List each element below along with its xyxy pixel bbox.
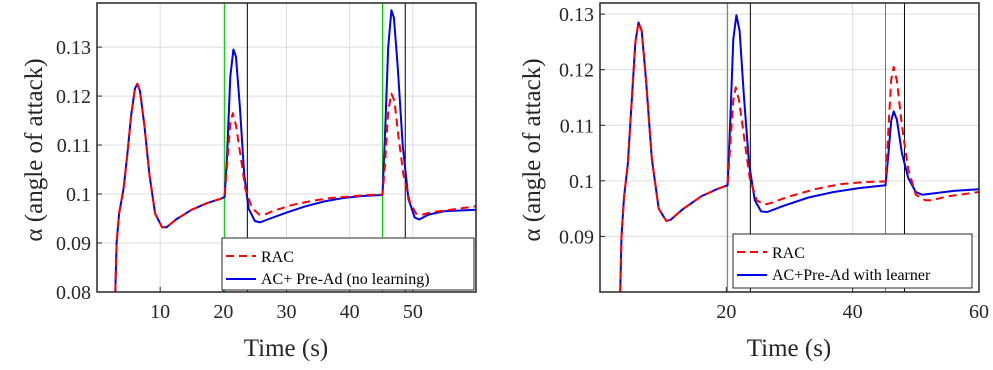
left-legend-label-rac: RAC: [261, 249, 294, 266]
right-y-tick-label: 0.12: [559, 60, 594, 82]
right-legend-label-ac: AC+Pre-Ad with learner: [772, 267, 931, 284]
left-y-ticks: 0.08 0.09 0.1 0.11 0.12 0.13: [56, 37, 102, 304]
left-legend-label-ac: AC+ Pre-Ad (no learning): [261, 271, 430, 288]
right-x-tick-label: 60: [969, 301, 989, 323]
left-y-tick-label: 0.11: [57, 135, 91, 157]
right-x-tick-label: 20: [716, 301, 736, 323]
left-y-tick-label: 0.12: [56, 86, 91, 108]
left-x-ticks: 10 20 30 40 50: [150, 287, 423, 323]
left-y-tick-label: 0.09: [56, 233, 91, 255]
right-y-tick-label: 0.13: [559, 4, 594, 26]
left-y-tick-label: 0.08: [56, 282, 91, 304]
right-y-axis-label: α (angle of attack): [519, 58, 546, 241]
left-y-tick-label: 0.13: [56, 37, 91, 59]
right-x-axis-label: Time (s): [747, 335, 832, 362]
left-grid: [97, 3, 476, 293]
right-legend-box: [732, 233, 973, 289]
left-x-tick-label: 40: [340, 301, 360, 323]
left-series: [114, 9, 476, 292]
left-legend: RAC AC+ Pre-Ad (no learning): [221, 237, 475, 291]
right-x-ticks: 20 40 60: [716, 287, 989, 323]
right-axes-box: [599, 2, 980, 293]
left-y-tick-label: 0.1: [66, 184, 91, 206]
left-legend-box: [221, 237, 475, 291]
left-x-tick-label: 10: [150, 301, 170, 323]
right-series: [619, 14, 979, 292]
right-chart-panel: 20 40 60 0.09 0.1 0.11 0.12 0.13 Time (s) α (a…: [519, 2, 989, 362]
right-legend-label-rac: RAC: [772, 245, 805, 262]
right-series-rac-line: [619, 21, 979, 292]
right-y-ticks: 0.09 0.1 0.11 0.12 0.13: [559, 4, 605, 248]
left-y-axis-label: α (angle of attack): [21, 58, 48, 241]
right-y-tick-label: 0.1: [569, 171, 594, 193]
left-series-rac-line: [114, 82, 476, 292]
left-x-tick-label: 20: [213, 301, 233, 323]
right-x-tick-label: 40: [843, 301, 863, 323]
left-x-tick-label: 30: [277, 301, 297, 323]
right-y-tick-label: 0.11: [560, 115, 594, 137]
left-chart-panel: 10 20 30 40 50 0.08 0.09 0.1 0.11 0.12 0.13 Time …: [21, 2, 477, 362]
left-x-tick-label: 50: [403, 301, 423, 323]
right-y-tick-label: 0.09: [559, 226, 594, 248]
left-x-axis-label: Time (s): [244, 335, 329, 362]
right-legend: RAC AC+Pre-Ad with learner: [732, 233, 973, 289]
